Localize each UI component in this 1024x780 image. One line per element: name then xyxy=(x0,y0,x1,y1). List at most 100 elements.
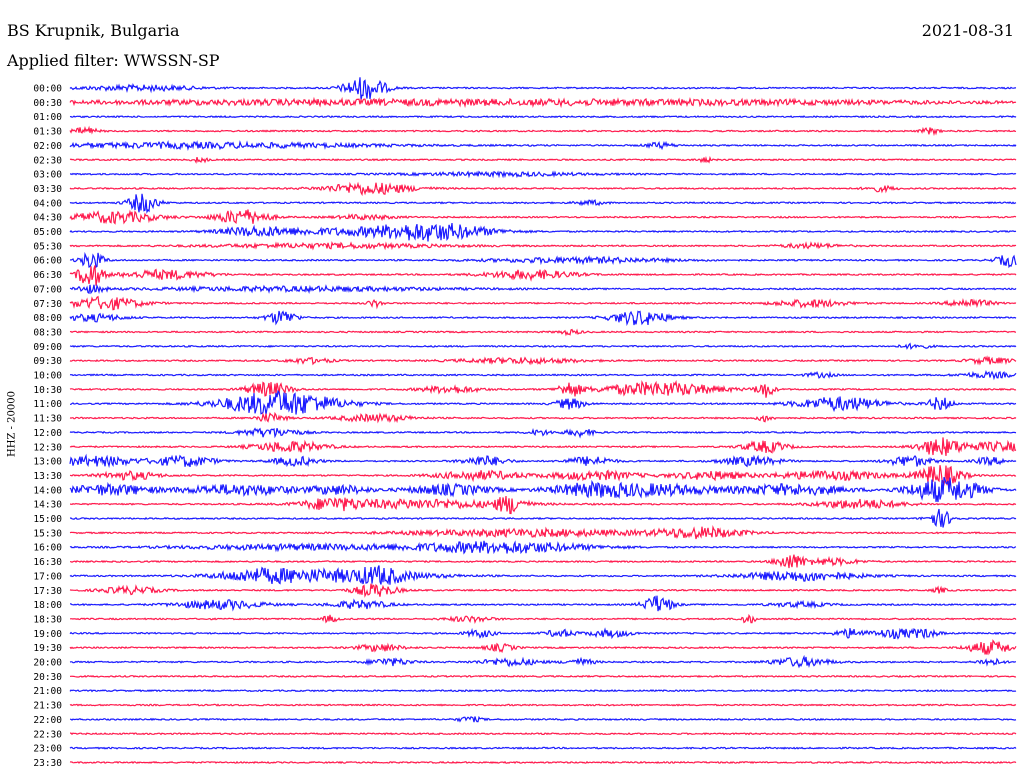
time-tick-label: 15:00 xyxy=(33,514,62,525)
time-tick-label: 08:30 xyxy=(33,327,62,338)
time-tick-label: 04:00 xyxy=(33,198,62,209)
time-tick-label: 07:00 xyxy=(33,284,62,295)
trace-1500 xyxy=(69,508,1017,528)
time-tick-label: 13:00 xyxy=(33,457,62,468)
trace-2200 xyxy=(69,715,1017,723)
time-tick-label: 15:30 xyxy=(33,528,62,539)
trace-2130 xyxy=(69,703,1017,707)
trace-1130 xyxy=(69,411,1017,424)
trace-0200 xyxy=(69,140,1017,151)
trace-0000 xyxy=(69,77,1017,100)
trace-2000 xyxy=(69,654,1016,669)
trace-0500 xyxy=(69,223,1017,242)
trace-1800 xyxy=(70,595,1017,612)
time-tick-label: 21:00 xyxy=(33,686,62,697)
trace-0930 xyxy=(69,355,1017,366)
trace-1700 xyxy=(69,565,1017,585)
time-tick-label: 06:30 xyxy=(33,270,62,281)
time-tick-label: 09:00 xyxy=(33,342,62,353)
trace-2330 xyxy=(69,760,1017,765)
trace-0230 xyxy=(69,155,1017,164)
time-tick-label: 10:00 xyxy=(33,371,62,382)
trace-2230 xyxy=(70,732,1017,736)
trace-0630 xyxy=(69,265,1017,286)
trace-1330 xyxy=(69,465,1017,486)
time-tick-label: 00:00 xyxy=(33,84,62,95)
trace-0430 xyxy=(69,209,1017,225)
time-tick-label: 03:30 xyxy=(33,184,62,195)
trace-1830 xyxy=(70,613,1017,625)
trace-2100 xyxy=(69,689,1017,693)
time-tick-label: 11:30 xyxy=(33,414,62,425)
trace-0530 xyxy=(69,240,1017,251)
time-tick-label: 02:00 xyxy=(33,141,62,152)
trace-0600 xyxy=(69,251,1017,269)
trace-0330 xyxy=(69,181,1017,197)
time-tick-label: 00:30 xyxy=(33,98,62,109)
trace-0800 xyxy=(69,310,1017,327)
trace-2030 xyxy=(69,674,1017,678)
time-tick-label: 01:00 xyxy=(33,112,62,123)
time-tick-label: 19:00 xyxy=(33,629,62,640)
time-tick-label: 20:00 xyxy=(33,658,62,669)
trace-1030 xyxy=(69,379,1017,398)
trace-0300 xyxy=(69,170,1017,179)
trace-1930 xyxy=(69,639,1017,656)
trace-0400 xyxy=(69,193,1017,214)
time-tick-label: 16:00 xyxy=(33,543,62,554)
time-tick-label: 05:30 xyxy=(33,241,62,252)
trace-0030 xyxy=(69,96,1017,109)
time-tick-label: 02:30 xyxy=(33,155,62,166)
time-tick-label: 14:30 xyxy=(33,500,62,511)
trace-1530 xyxy=(69,524,1017,540)
time-tick-label: 18:00 xyxy=(33,600,62,611)
time-tick-label: 19:30 xyxy=(33,643,62,654)
trace-1600 xyxy=(69,540,1017,555)
trace-1100 xyxy=(70,389,1017,415)
time-tick-label: 20:30 xyxy=(33,672,62,683)
time-tick-label: 04:30 xyxy=(33,213,62,224)
trace-2300 xyxy=(69,746,1017,750)
time-tick-label: 11:00 xyxy=(33,399,62,410)
time-tick-label: 18:30 xyxy=(33,614,62,625)
trace-1900 xyxy=(69,627,1017,640)
time-tick-label: 01:30 xyxy=(33,127,62,138)
time-tick-label: 23:30 xyxy=(33,758,62,769)
trace-1000 xyxy=(69,370,1017,381)
trace-1300 xyxy=(69,453,1017,469)
time-tick-label: 09:30 xyxy=(33,356,62,367)
trace-1730 xyxy=(69,583,1017,598)
time-tick-label: 23:00 xyxy=(33,744,62,755)
time-tick-label: 17:00 xyxy=(33,571,62,582)
trace-0830 xyxy=(69,328,1016,337)
time-tick-label: 22:30 xyxy=(33,729,62,740)
time-tick-label: 06:00 xyxy=(33,256,62,267)
time-tick-label: 14:00 xyxy=(33,485,62,496)
time-tick-label: 17:30 xyxy=(33,586,62,597)
trace-1230 xyxy=(69,437,1017,456)
time-tick-label: 07:30 xyxy=(33,299,62,310)
time-tick-label: 10:30 xyxy=(33,385,62,396)
filter-label: Applied filter: WWSSN-SP xyxy=(7,51,220,70)
trace-0700 xyxy=(69,283,1017,295)
time-tick-label: 12:30 xyxy=(33,442,62,453)
time-tick-label: 22:00 xyxy=(33,715,62,726)
time-tick-label: 13:30 xyxy=(33,471,62,482)
trace-1400 xyxy=(69,476,1017,503)
time-tick-label: 08:00 xyxy=(33,313,62,324)
time-tick-label: 21:30 xyxy=(33,701,62,712)
trace-0730 xyxy=(69,295,1017,311)
time-tick-label: 16:30 xyxy=(33,557,62,568)
time-tick-label: 03:00 xyxy=(33,170,62,181)
station-title: BS Krupnik, Bulgaria xyxy=(7,21,180,40)
trace-1430 xyxy=(70,495,1017,515)
trace-0130 xyxy=(69,125,1017,137)
time-tick-label: 12:00 xyxy=(33,428,62,439)
trace-0100 xyxy=(69,115,1017,119)
trace-1200 xyxy=(69,427,1017,439)
time-tick-label: 05:00 xyxy=(33,227,62,238)
trace-1630 xyxy=(70,554,1017,569)
date-label: 2021-08-31 xyxy=(921,21,1014,40)
trace-0900 xyxy=(69,342,1017,351)
